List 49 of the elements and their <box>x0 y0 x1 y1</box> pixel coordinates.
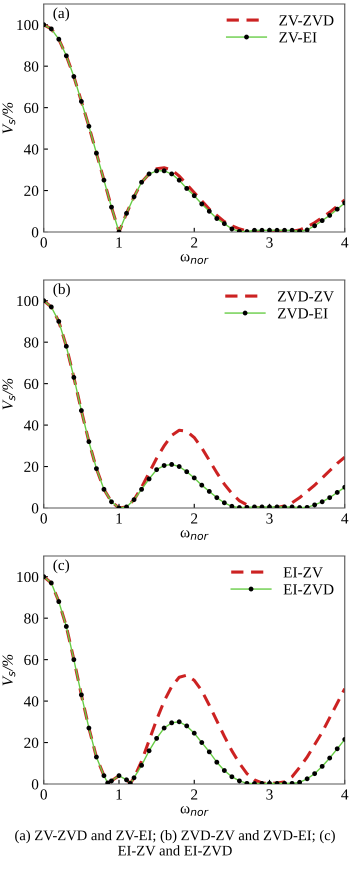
y-axis-title: V$_{s}$/% <box>2 378 16 410</box>
legend-label: ZVD-EI <box>278 308 328 319</box>
text: (a) ZV-ZVD and ZV-EI; (b) ZVD-ZV and ZVD-EI; (c) EI-ZV and EI-ZVD <box>15 830 335 856</box>
y-tick-label: 60 <box>24 102 38 114</box>
x-tick-label: 2 <box>191 237 198 248</box>
legend-label: ZVD-ZV <box>278 291 334 302</box>
x-tick-label: 1 <box>116 513 122 524</box>
x-tick-label: 2 <box>191 789 198 800</box>
x-axis-title: ω$_{nor}$ <box>180 806 209 816</box>
y-tick-label: 60 <box>24 654 38 666</box>
legend-label: EI-ZV <box>284 567 323 578</box>
y-tick-label: 80 <box>24 61 38 72</box>
y-tick-label: 40 <box>24 696 38 707</box>
annotation: (c) <box>53 559 70 574</box>
y-tick-label: 80 <box>24 613 38 624</box>
x-tick-label: 4 <box>341 237 348 248</box>
y-tick-label: 40 <box>24 420 38 431</box>
x-axis-title: ω$_{nor}$ <box>180 530 209 540</box>
y-tick-label: 0 <box>32 779 38 790</box>
y-tick-label: 100 <box>17 296 38 306</box>
x-axis-title: ω$_{nor}$ <box>180 254 209 264</box>
x-tick-label: 0 <box>40 789 47 800</box>
x-tick-label: 0 <box>40 237 47 248</box>
y-tick-label: 0 <box>32 503 38 514</box>
annotation: (b) <box>53 283 70 298</box>
x-tick-label: 3 <box>266 237 273 248</box>
y-axis-title: V$_{s}$/% <box>2 102 16 134</box>
y-tick-label: 0 <box>32 227 38 238</box>
x-tick-label: 4 <box>341 513 348 524</box>
x-tick-label: 3 <box>266 789 273 800</box>
y-tick-label: 40 <box>24 144 38 155</box>
y-tick-label: 80 <box>24 337 38 348</box>
annotation: (a) <box>53 7 70 22</box>
y-tick-label: 20 <box>24 738 38 748</box>
y-tick-label: 60 <box>24 378 38 390</box>
x-tick-label: 0 <box>40 513 47 524</box>
y-tick-label: 100 <box>17 20 38 30</box>
x-tick-label: 2 <box>191 513 198 524</box>
x-tick-label: 4 <box>341 789 348 800</box>
x-tick-label: 1 <box>116 789 122 800</box>
x-tick-label: 1 <box>116 237 122 248</box>
y-tick-label: 100 <box>17 572 38 582</box>
legend-label: ZV-EI <box>279 32 317 43</box>
legend-label: ZV-ZVD <box>279 15 334 26</box>
y-tick-label: 20 <box>24 186 38 196</box>
x-tick-label: 3 <box>266 513 273 524</box>
y-axis-title: V$_{s}$/% <box>2 654 16 686</box>
legend-label: EI-ZVD <box>284 584 334 595</box>
y-tick-label: 20 <box>24 462 38 472</box>
